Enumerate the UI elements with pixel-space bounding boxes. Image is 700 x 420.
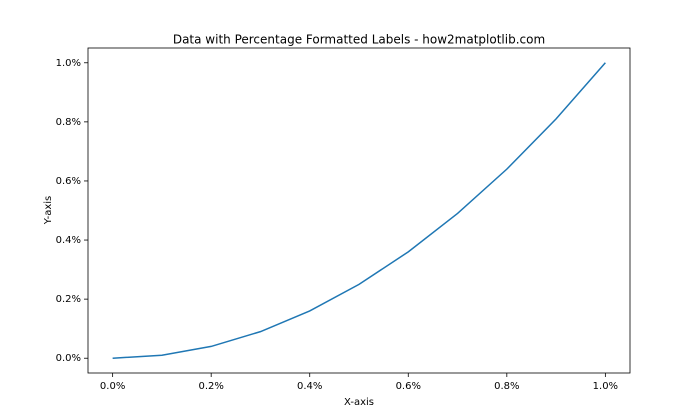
y-tick-label: 0.4% xyxy=(56,235,81,246)
x-tick-label: 0.6% xyxy=(396,381,421,392)
y-tick-label: 0.8% xyxy=(56,117,81,128)
y-tick-label: 1.0% xyxy=(56,58,81,69)
x-tick-label: 0.4% xyxy=(297,381,322,392)
x-tick-label: 1.0% xyxy=(593,381,618,392)
x-tick-label: 0.2% xyxy=(198,381,223,392)
x-tick-label: 0.8% xyxy=(494,381,519,392)
data-line xyxy=(112,62,606,359)
axes-frame xyxy=(87,47,631,374)
chart-title: Data with Percentage Formatted Labels - … xyxy=(173,33,545,47)
y-tick-label: 0.2% xyxy=(56,294,81,305)
x-axis-label: X-axis xyxy=(344,397,374,408)
y-tick-label: 0.0% xyxy=(56,353,81,364)
y-tick-label: 0.6% xyxy=(56,176,81,187)
x-tick-label: 0.0% xyxy=(100,381,125,392)
y-axis-label: Y-axis xyxy=(43,196,54,226)
